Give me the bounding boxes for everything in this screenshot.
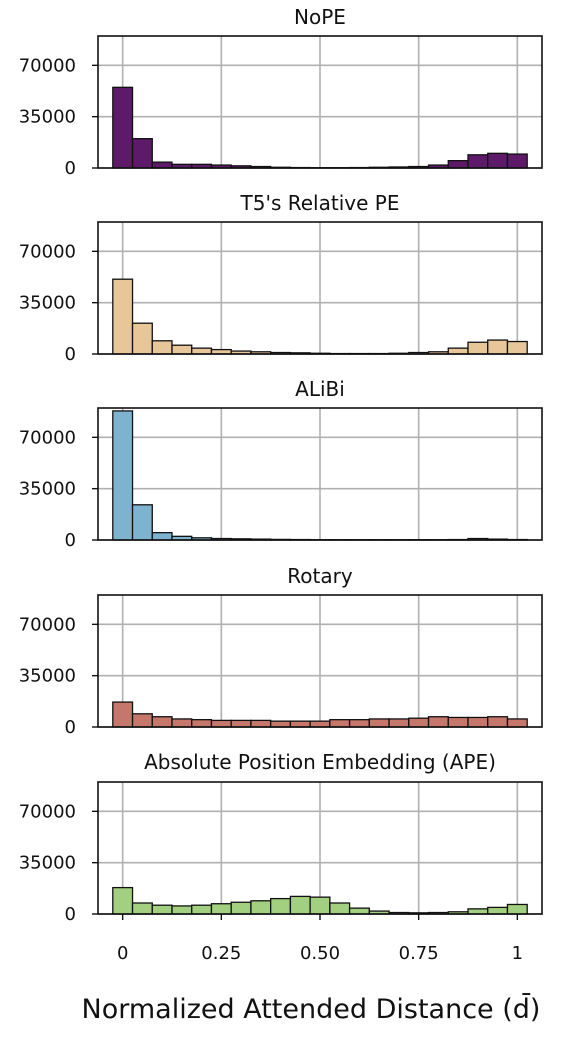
histogram-bar	[506, 340, 528, 355]
panel-title: Absolute Position Embedding (APE)	[144, 750, 496, 774]
panel-title: T5's Relative PE	[240, 191, 400, 215]
panel-0: 0 35000 70000 NoPE	[19, 5, 543, 179]
histogram-bar	[151, 716, 173, 728]
y-tick-label: 0	[65, 158, 76, 179]
histogram-bar	[487, 152, 509, 169]
histogram-bar	[230, 901, 252, 915]
histogram-bar	[131, 713, 153, 728]
plot-frame	[97, 221, 543, 355]
histogram-bar	[506, 718, 528, 728]
histogram-bar	[151, 532, 173, 541]
panel-4: 0 35000 70000 Absolute Position Embedding (…	[19, 750, 543, 925]
histogram-bar	[131, 504, 153, 541]
histogram-bar	[171, 344, 193, 355]
histogram-bar	[309, 720, 331, 728]
histogram-bar	[151, 161, 173, 169]
histogram-bar	[447, 716, 469, 728]
y-tick-label: 70000	[19, 614, 76, 635]
histogram-bar	[408, 717, 430, 728]
plot-frame	[97, 35, 543, 169]
histogram-bar	[447, 347, 469, 355]
histogram-bar	[131, 138, 153, 169]
histogram-bar	[348, 907, 370, 915]
panel-title: NoPE	[294, 5, 346, 29]
histogram-bar	[151, 340, 173, 355]
histogram-bar	[487, 906, 509, 915]
y-tick-label: 0	[65, 904, 76, 925]
histogram-bar	[487, 716, 509, 728]
histogram-bar	[171, 905, 193, 915]
y-tick-label: 0	[65, 530, 76, 551]
histogram-bar	[270, 897, 292, 915]
histogram-bar	[112, 410, 134, 541]
histogram-bar	[506, 903, 528, 915]
histogram-bar	[368, 718, 390, 728]
panels-group: 0 35000 70000 NoPE 0 35000 70000 T5's Relative …	[19, 5, 543, 925]
histogram-bar	[329, 719, 351, 728]
histogram-bar	[289, 895, 311, 915]
histogram-bar	[487, 339, 509, 355]
histogram-bar	[329, 902, 351, 915]
x-tick-label: 0.25	[201, 943, 241, 964]
histogram-bar	[191, 347, 213, 355]
histogram-bar	[112, 86, 134, 169]
histogram-bar	[348, 719, 370, 728]
y-tick-label: 0	[65, 717, 76, 738]
histogram-bar	[191, 719, 213, 728]
y-tick-label: 35000	[19, 853, 76, 874]
histogram-bar	[467, 716, 489, 728]
panel-title: Rotary	[287, 564, 353, 588]
x-axis-label: Normalized Attended Distance (d̄)	[82, 993, 541, 1025]
histogram-bar	[270, 720, 292, 728]
histogram-bar	[210, 903, 232, 915]
panel-3: 0 35000 70000 Rotary	[19, 564, 543, 738]
histogram-bar	[191, 904, 213, 915]
histogram-bar	[250, 900, 272, 915]
y-tick-label: 70000	[19, 241, 76, 262]
histogram-bar	[250, 719, 272, 728]
histogram-bar	[309, 896, 331, 915]
panel-2: 0 35000 70000 ALiBi	[19, 377, 543, 551]
panel-title: ALiBi	[295, 377, 345, 401]
x-tick-label: 0.50	[300, 943, 340, 964]
shared-x-axis: 0 0.25 0.50 0.75 1	[117, 914, 523, 964]
y-tick-label: 35000	[19, 107, 76, 128]
histogram-bar	[427, 716, 449, 728]
histogram-bar	[506, 153, 528, 169]
histogram-bar	[112, 278, 134, 355]
histogram-bar	[388, 718, 410, 728]
plot-frame	[97, 407, 543, 541]
histogram-bar	[447, 160, 469, 169]
y-tick-label: 35000	[19, 479, 76, 500]
x-tick-label: 1	[512, 943, 523, 964]
histogram-bar	[289, 720, 311, 728]
histogram-bar	[171, 718, 193, 728]
y-tick-label: 70000	[19, 55, 76, 76]
histogram-bar	[467, 154, 489, 169]
y-tick-label: 0	[65, 344, 76, 365]
x-tick-label: 0.75	[399, 943, 439, 964]
histogram-bar	[210, 719, 232, 728]
y-tick-label: 70000	[19, 801, 76, 822]
histogram-bar	[230, 719, 252, 728]
y-tick-label: 35000	[19, 666, 76, 687]
y-tick-label: 35000	[19, 293, 76, 314]
histogram-bar	[112, 701, 134, 728]
histogram-bar	[112, 886, 134, 915]
y-tick-label: 70000	[19, 427, 76, 448]
plot-frame	[97, 594, 543, 728]
histogram-bar	[151, 904, 173, 915]
panel-1: 0 35000 70000 T5's Relative PE	[19, 191, 543, 365]
histogram-bar	[131, 322, 153, 355]
histogram-bar	[467, 341, 489, 355]
histogram-bar	[131, 902, 153, 915]
x-tick-label: 0	[117, 943, 128, 964]
